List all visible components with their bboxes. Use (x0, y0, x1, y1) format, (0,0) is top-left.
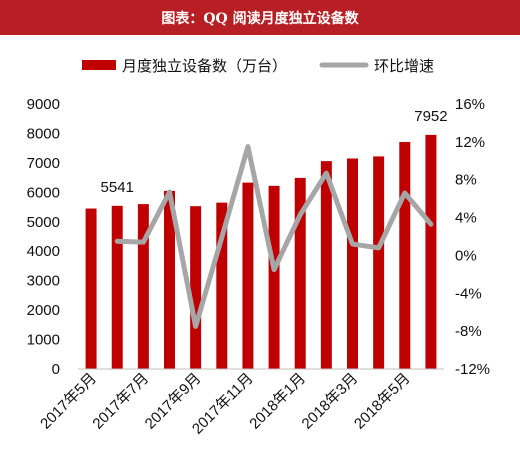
y-right-tick-label: 16% (455, 96, 485, 113)
y-left-tick-label: 0 (52, 361, 60, 378)
chart-title: 图表：QQ 阅读月度独立设备数 (0, 0, 520, 35)
y-left-tick-label: 1000 (27, 332, 60, 349)
y-left-tick-label: 7000 (27, 155, 60, 172)
x-tick-label: 2018年3月 (299, 370, 362, 433)
bar (320, 161, 332, 369)
bar (399, 141, 411, 369)
y-left-tick-label: 6000 (27, 184, 60, 201)
y-left-tick-label: 3000 (27, 273, 60, 290)
bar (190, 206, 202, 369)
y-left-tick-label: 4000 (27, 243, 60, 260)
y-right-tick-label: -8% (455, 323, 482, 340)
legend-line-label: 环比增速 (374, 57, 434, 75)
x-tick-label: 2018年5月 (351, 370, 414, 433)
y-left-tick-label: 5000 (27, 214, 60, 231)
y-right-tick-label: -12% (455, 361, 490, 378)
y-right-tick-label: -4% (455, 285, 482, 302)
bar (85, 208, 97, 369)
legend-bar-label: 月度独立设备数（万台） (122, 57, 287, 75)
bar (268, 185, 280, 369)
bar (242, 182, 254, 369)
bar (216, 202, 228, 369)
y-right-tick-label: 4% (455, 210, 477, 227)
bar (425, 134, 437, 369)
y-right-tick-label: 8% (455, 172, 477, 189)
y-right-tick-label: 0% (455, 247, 477, 264)
bar (294, 177, 306, 369)
y-left-tick-label: 8000 (27, 125, 60, 142)
bar (347, 158, 358, 369)
bar (137, 204, 149, 369)
x-tick-label: 2017年7月 (89, 370, 152, 433)
y-left-tick-label: 9000 (27, 96, 60, 113)
bar-data-label: 5541 (101, 179, 134, 196)
bar-data-label: 7952 (414, 108, 447, 125)
y-right-tick-label: 12% (455, 134, 485, 151)
bar (111, 205, 123, 369)
legend-bar-swatch (82, 60, 116, 70)
x-tick-label: 2017年5月 (37, 370, 100, 433)
y-left-tick-label: 2000 (27, 302, 60, 319)
x-tick-label: 2018年1月 (246, 370, 309, 433)
bar (373, 156, 385, 369)
bar (164, 190, 175, 369)
